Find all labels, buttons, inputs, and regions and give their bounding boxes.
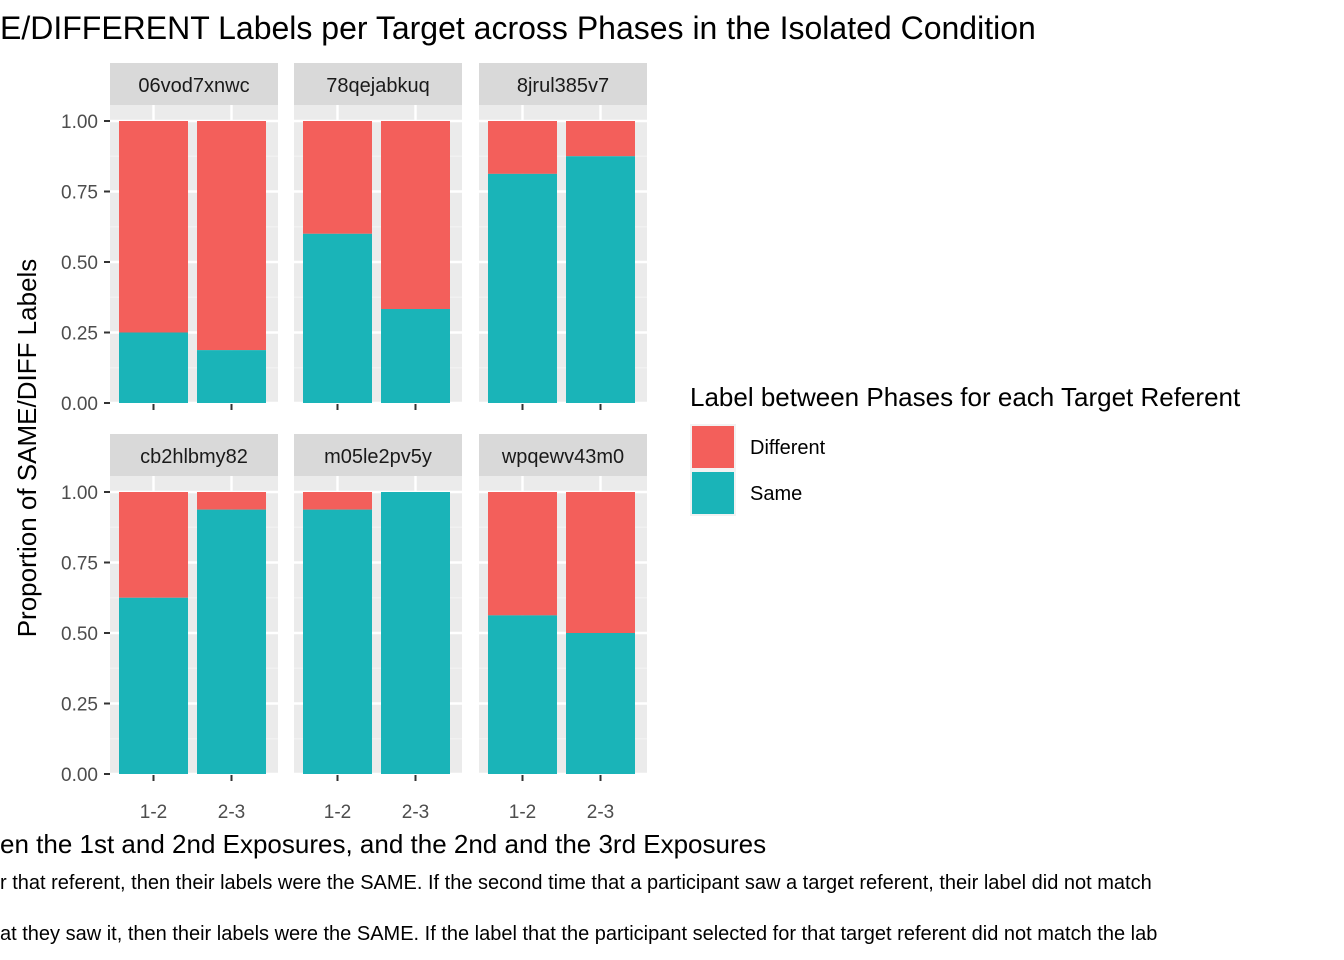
bar-same-2-3	[566, 633, 635, 774]
chart-title: E/DIFFERENT Labels per Target across Pha…	[0, 10, 1036, 46]
facet-label: wpqewv43m0	[501, 446, 624, 468]
facet-06vod7xnwc: 06vod7xnwc 0.00 0.25 0.50 0.75 1.00	[61, 63, 278, 415]
facet-8jrul385v7: 8jrul385v7	[479, 63, 647, 410]
x-tick-label: 2-3	[402, 802, 429, 823]
x-axis-label: en the 1st and 2nd Exposures, and the 2n…	[0, 829, 766, 859]
facet-m05le2pv5y: m05le2pv5y 1-2 2-3	[294, 434, 462, 823]
y-tick-label: 1.00	[61, 483, 98, 504]
bar-different-1-2	[488, 121, 557, 174]
bar-different-1-2	[303, 121, 372, 234]
bar-same-1-2	[488, 615, 557, 774]
x-tick-label: 1-2	[324, 802, 351, 823]
bar-same-1-2	[488, 173, 557, 403]
x-tick-label: 1-2	[509, 802, 536, 823]
facet-strip	[110, 63, 278, 105]
bar-same-1-2	[119, 332, 188, 403]
bar-same-2-3	[197, 350, 266, 403]
facet-label: 8jrul385v7	[517, 75, 609, 97]
facet-strip	[479, 63, 647, 105]
facet-strip	[479, 434, 647, 476]
bar-different-1-2	[119, 121, 188, 333]
facet-strip	[294, 434, 462, 476]
bar-same-1-2	[119, 597, 188, 774]
legend-label: Different	[750, 437, 826, 459]
bar-same-2-3	[381, 492, 450, 774]
bar-different-1-2	[303, 492, 372, 510]
y-tick-label: 0.25	[61, 695, 98, 716]
bar-different-2-3	[566, 492, 635, 633]
facet-label: m05le2pv5y	[324, 446, 432, 468]
facet-78qejabkuq: 78qejabkuq	[294, 63, 462, 410]
legend-label: Same	[750, 483, 802, 505]
y-tick-label: 0.00	[61, 394, 98, 415]
x-tick-label: 2-3	[587, 802, 614, 823]
bar-different-1-2	[488, 492, 557, 616]
legend-swatch-different	[692, 426, 734, 468]
legend: Label between Phases for each Target Ref…	[690, 382, 1241, 516]
y-tick-label: 0.75	[61, 554, 98, 575]
x-tick-label: 1-2	[140, 802, 167, 823]
bar-same-1-2	[303, 509, 372, 774]
bar-same-2-3	[381, 309, 450, 403]
facet-strip	[294, 63, 462, 105]
caption-line: r that referent, then their labels were …	[0, 872, 1152, 894]
facet-strip	[110, 434, 278, 476]
bar-same-2-3	[197, 509, 266, 774]
facet-label: cb2hlbmy82	[140, 446, 248, 468]
facet-label: 06vod7xnwc	[138, 75, 249, 97]
x-tick-label: 2-3	[218, 802, 245, 823]
bar-different-2-3	[381, 121, 450, 310]
bar-different-2-3	[197, 121, 266, 351]
y-tick-label: 0.25	[61, 324, 98, 345]
y-tick-label: 1.00	[61, 112, 98, 133]
y-tick-label: 0.50	[61, 624, 98, 645]
y-tick-label: 0.50	[61, 253, 98, 274]
y-tick-label: 0.75	[61, 183, 98, 204]
legend-swatch-same	[692, 472, 734, 514]
bar-different-2-3	[566, 121, 635, 157]
facet-label: 78qejabkuq	[326, 75, 429, 97]
bar-different-2-3	[197, 492, 266, 510]
bar-same-1-2	[303, 233, 372, 403]
y-axis-label: Proportion of SAME/DIFF Labels	[12, 259, 42, 638]
bar-same-2-3	[566, 156, 635, 403]
facet-cb2hlbmy82: cb2hlbmy82 0.00 0.25 0.50 0.75 1.00 1-2 2-3	[61, 434, 278, 823]
bar-different-1-2	[119, 492, 188, 598]
facet-wpqewv43m0: wpqewv43m0 1-2 2-3	[479, 434, 647, 823]
caption-line: at they saw it, then their labels were t…	[0, 923, 1157, 945]
legend-title: Label between Phases for each Target Ref…	[690, 382, 1241, 412]
y-tick-label: 0.00	[61, 765, 98, 786]
